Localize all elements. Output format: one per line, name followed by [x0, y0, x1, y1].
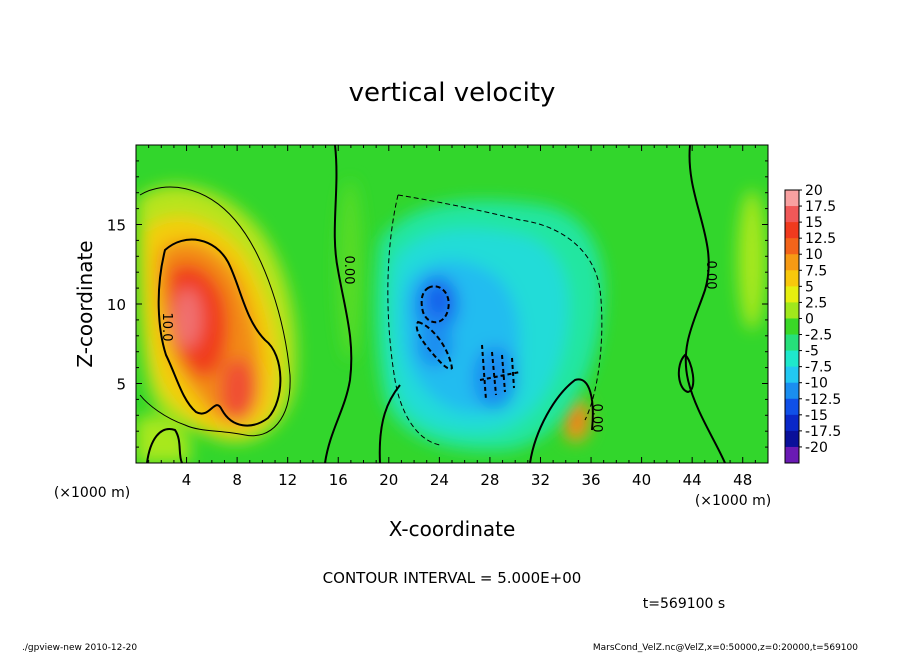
heatmap-field [136, 145, 768, 463]
footer-right: MarsCond_VelZ.nc@VelZ,x=0:50000,z=0:2000… [593, 643, 858, 653]
contour-lines [139, 145, 726, 463]
colorbar-label: 2.5 [805, 295, 827, 311]
colorbar-label: -12.5 [805, 392, 841, 408]
colorbar-swatch [785, 190, 799, 207]
contour-label: 10.0 [159, 313, 174, 342]
footer-left: ./gpview-new 2010-12-20 [22, 643, 137, 653]
colorbar-swatch [785, 430, 799, 448]
colorbar-label: -2.5 [805, 328, 832, 344]
x-tick-label: 44 [683, 471, 702, 489]
x-tick-label: 12 [278, 471, 297, 489]
y-tick-label: 10 [107, 296, 126, 314]
colorbar-swatch [785, 222, 799, 239]
y-axis: 5 10 15 [107, 160, 768, 448]
x-tick-label: 28 [480, 471, 499, 489]
x-tick-label: 32 [531, 471, 550, 489]
colorbar-swatch [785, 270, 799, 287]
colorbar-label: 12.5 [805, 231, 836, 247]
colorbar-swatch [785, 334, 799, 352]
colorbar-swatch [785, 366, 799, 384]
x-tick-label: 16 [329, 471, 348, 489]
y-axis-label: Z-coordinate [73, 240, 97, 367]
contour-label: 0.00 [703, 261, 718, 290]
colorbar-label: -17.5 [805, 424, 841, 440]
x-unit-right: (×1000 m) [695, 493, 771, 509]
contour-label: 0.00 [341, 256, 356, 285]
time-text: t=569100 s [643, 596, 725, 612]
chart-title: vertical velocity [349, 78, 556, 108]
colorbar-swatch [785, 414, 799, 432]
x-axis-label: X-coordinate [389, 517, 516, 541]
colorbar-swatch [785, 286, 799, 303]
x-tick-label: 48 [733, 471, 752, 489]
colorbar-swatch [785, 238, 799, 255]
colorbar-swatch [785, 350, 799, 368]
colorbar-label: 17.5 [805, 199, 836, 215]
colorbar-swatch [785, 206, 799, 223]
colorbar-swatch [785, 382, 799, 400]
colorbar-label: -20 [805, 440, 828, 456]
colorbar-label: 7.5 [805, 263, 827, 279]
colorbar-frame [784, 189, 800, 464]
colorbar-swatch [785, 302, 799, 319]
x-tick-label: 36 [581, 471, 600, 489]
x-tick-label: 8 [232, 471, 242, 489]
colorbar-swatch [785, 398, 799, 416]
colorbar: 2017.51512.5107.552.50-2.5-5-7.5-10-12.5… [784, 183, 841, 464]
x-unit-left: (×1000 m) [54, 485, 130, 501]
x-tick-label: 4 [182, 471, 192, 489]
colorbar-label: 10 [805, 247, 823, 263]
y-tick-label: 5 [116, 376, 126, 394]
colorbar-label: 20 [805, 183, 823, 199]
colorbar-label: -15 [805, 408, 828, 424]
x-tick-label: 40 [632, 471, 651, 489]
colorbar-swatch [785, 446, 799, 464]
colorbar-label: -5 [805, 344, 819, 360]
colorbar-label: -7.5 [805, 360, 832, 376]
colorbar-swatch [785, 254, 799, 271]
x-tick-label: 20 [379, 471, 398, 489]
y-tick-label: 15 [107, 217, 126, 235]
x-tick-label: 24 [430, 471, 449, 489]
colorbar-label: -10 [805, 376, 828, 392]
x-axis: 4 8 12 16 20 24 28 32 36 40 44 48 [148, 145, 756, 489]
colorbar-swatch [785, 318, 799, 336]
colorbar-label: 0 [805, 311, 814, 327]
colorbar-label: 15 [805, 215, 823, 231]
contour-label: 0.00 [589, 404, 604, 433]
contour-interval-text: CONTOUR INTERVAL = 5.000E+00 [323, 569, 582, 587]
colorbar-label: 5 [805, 279, 814, 295]
